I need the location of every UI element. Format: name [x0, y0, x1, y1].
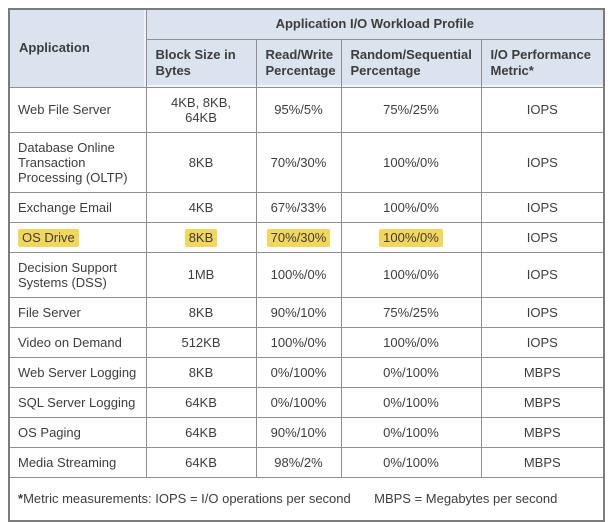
block-size-cell: 512KB	[145, 326, 257, 358]
metric-cell: MBPS	[480, 416, 605, 448]
table-row-web-file-server: Web File Server 4KB, 8KB, 64KB 95%/5% 75…	[8, 86, 605, 133]
block-size-cell: 64KB	[145, 386, 257, 418]
table-row-os-paging: OS Paging 64KB 90%/10% 0%/100% MBPS	[8, 416, 605, 448]
random-sequential-cell: 0%/100%	[340, 416, 482, 448]
highlight-mark: 8KB	[184, 228, 218, 247]
application-cell: OS Paging	[8, 416, 147, 448]
read-write-cell: 100%/0%	[255, 326, 342, 358]
application-cell: Decision Support Systems (DSS)	[8, 251, 147, 298]
random-sequential-cell: 0%/100%	[340, 356, 482, 388]
application-cell: OS Drive	[8, 221, 147, 253]
column-header-random-sequential: Random/Sequential Percentage	[340, 38, 482, 88]
footnote: *Metric measurements: IOPS = I/O operati…	[8, 476, 605, 522]
block-size-cell: 8KB	[145, 131, 257, 193]
column-header-block-size: Block Size in Bytes	[145, 38, 257, 88]
random-sequential-cell: 0%/100%	[340, 386, 482, 418]
footnote-asterisk: *	[18, 490, 24, 506]
table-row-oltp: Database Online Transaction Processing (…	[8, 131, 605, 193]
random-sequential-cell: 100%/0%	[340, 326, 482, 358]
header-row-title: Application Application I/O Workload Pro…	[8, 8, 605, 88]
block-size-cell: 64KB	[145, 446, 257, 478]
footnote-mbps-definition: MBPS = Megabytes per second	[374, 490, 558, 506]
table-header: Application Application I/O Workload Pro…	[8, 8, 605, 88]
table-row-dss: Decision Support Systems (DSS) 1MB 100%/…	[8, 251, 605, 298]
read-write-cell: 98%/2%	[255, 446, 342, 478]
table-row-media-streaming: Media Streaming 64KB 98%/2% 0%/100% MBPS	[8, 446, 605, 478]
metric-cell: IOPS	[480, 86, 605, 133]
random-sequential-cell: 100%/0%	[340, 251, 482, 298]
metric-cell: IOPS	[480, 131, 605, 193]
metric-cell: IOPS	[480, 326, 605, 358]
footnote-row: *Metric measurements: IOPS = I/O operati…	[8, 476, 605, 522]
table-footer: *Metric measurements: IOPS = I/O operati…	[8, 476, 605, 522]
metric-cell: IOPS	[480, 296, 605, 328]
table-title: Application I/O Workload Profile	[145, 8, 605, 40]
io-workload-table: Application Application I/O Workload Pro…	[8, 8, 606, 522]
metric-cell: MBPS	[480, 446, 605, 478]
application-cell: Database Online Transaction Processing (…	[8, 131, 147, 193]
read-write-cell: 67%/33%	[255, 191, 342, 223]
application-cell: Web Server Logging	[8, 356, 147, 388]
block-size-cell: 1MB	[145, 251, 257, 298]
header-row-columns: Block Size in Bytes Read/Write Percentag…	[9, 38, 605, 88]
table-row-web-server-logging: Web Server Logging 8KB 0%/100% 0%/100% M…	[8, 356, 605, 388]
application-cell: Video on Demand	[8, 326, 147, 358]
random-sequential-cell: 75%/25%	[340, 86, 482, 133]
block-size-cell: 8KB	[145, 221, 257, 253]
highlight-mark: OS Drive	[18, 228, 79, 247]
highlight-mark: 70%/30%	[266, 228, 331, 247]
read-write-cell: 0%/100%	[255, 356, 342, 388]
highlight-mark: 100%/0%	[379, 228, 443, 247]
random-sequential-cell: 75%/25%	[340, 296, 482, 328]
application-cell: Media Streaming	[8, 446, 147, 478]
block-size-cell: 64KB	[145, 416, 257, 448]
read-write-cell: 90%/10%	[255, 416, 342, 448]
application-cell: SQL Server Logging	[8, 386, 147, 418]
table-row-exchange-email: Exchange Email 4KB 67%/33% 100%/0% IOPS	[8, 191, 605, 223]
column-header-io-metric: I/O Performance Metric*	[480, 38, 605, 88]
table-row-sql-server-logging: SQL Server Logging 64KB 0%/100% 0%/100% …	[8, 386, 605, 418]
metric-cell: IOPS	[480, 251, 605, 298]
read-write-cell: 90%/10%	[255, 296, 342, 328]
read-write-cell: 70%/30%	[255, 221, 342, 253]
application-cell: Exchange Email	[8, 191, 147, 223]
application-cell: File Server	[8, 296, 147, 328]
read-write-cell: 100%/0%	[255, 251, 342, 298]
block-size-cell: 4KB, 8KB, 64KB	[145, 86, 257, 133]
random-sequential-cell: 100%/0%	[340, 131, 482, 193]
read-write-cell: 95%/5%	[255, 86, 342, 133]
random-sequential-cell: 100%/0%	[340, 221, 482, 253]
read-write-cell: 70%/30%	[255, 131, 342, 193]
read-write-cell: 0%/100%	[255, 386, 342, 418]
block-size-cell: 8KB	[145, 296, 257, 328]
block-size-cell: 4KB	[145, 191, 257, 223]
random-sequential-cell: 100%/0%	[340, 191, 482, 223]
table-row-video-on-demand: Video on Demand 512KB 100%/0% 100%/0% IO…	[8, 326, 605, 358]
table-body: Web File Server 4KB, 8KB, 64KB 95%/5% 75…	[8, 86, 605, 478]
random-sequential-cell: 0%/100%	[340, 446, 482, 478]
column-header-read-write: Read/Write Percentage	[255, 38, 342, 88]
footnote-iops-definition: Metric measurements: IOPS = I/O operatio…	[23, 490, 351, 506]
metric-cell: MBPS	[480, 386, 605, 418]
block-size-cell: 8KB	[145, 356, 257, 388]
corner-header-application: Application	[8, 8, 147, 88]
table-row-file-server: File Server 8KB 90%/10% 75%/25% IOPS	[8, 296, 605, 328]
metric-cell: IOPS	[480, 221, 605, 253]
metric-cell: MBPS	[480, 356, 605, 388]
application-cell: Web File Server	[8, 86, 147, 133]
table-row-os-drive-highlighted: OS Drive 8KB 70%/30% 100%/0% IOPS	[8, 221, 605, 253]
metric-cell: IOPS	[480, 191, 605, 223]
